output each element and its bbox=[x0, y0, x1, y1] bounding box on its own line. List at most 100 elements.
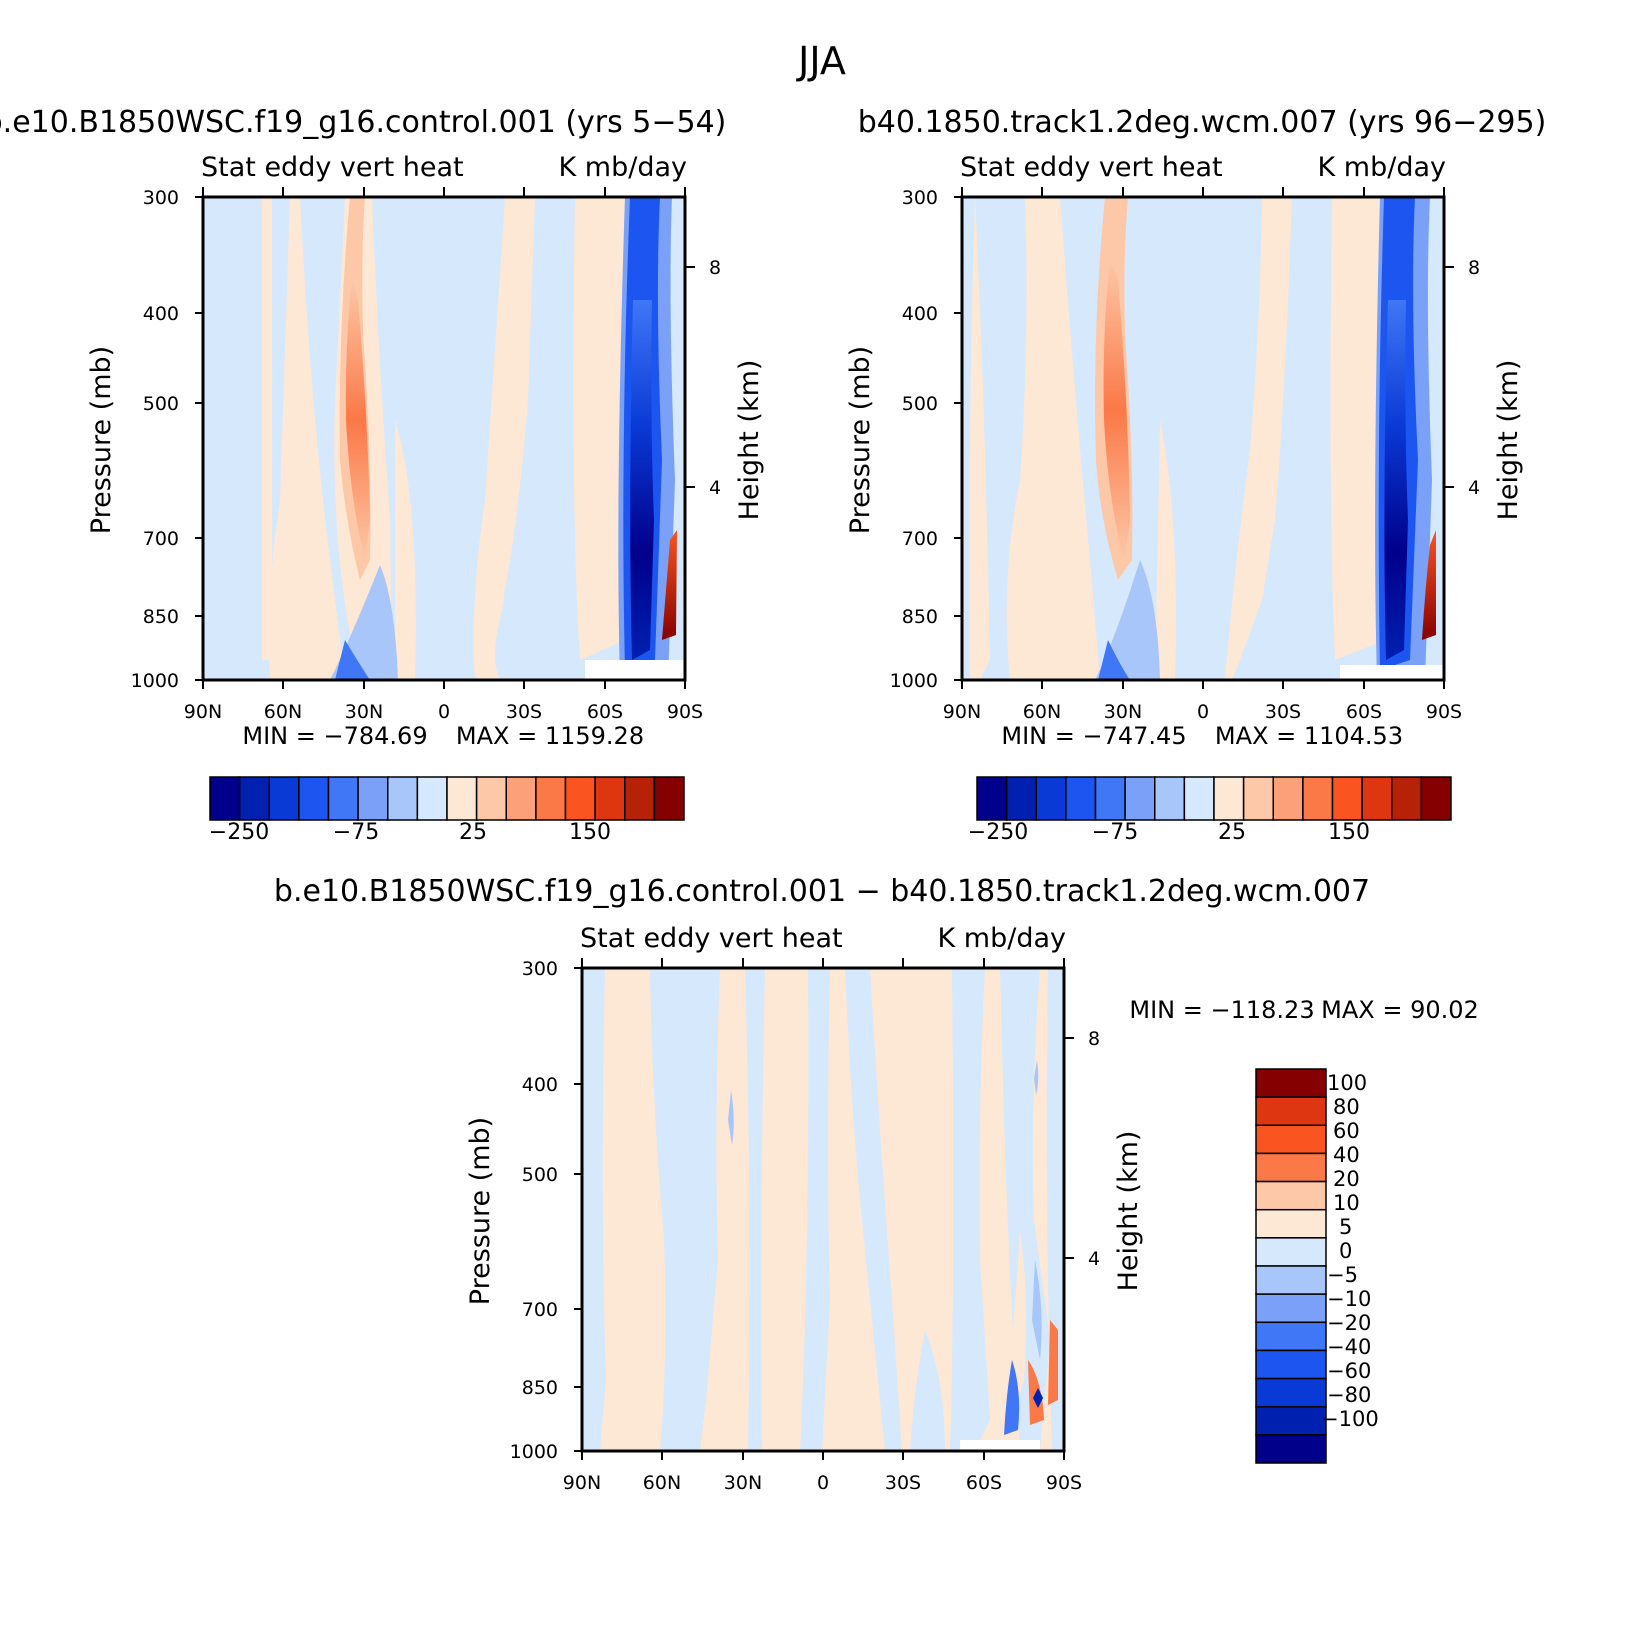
panel-3-colorbar-label-neg100: −100 bbox=[1321, 1407, 1379, 1431]
panel-2-max: MAX = 1104.53 bbox=[1215, 722, 1403, 750]
panel-1-colorbar bbox=[209, 776, 685, 821]
panel-2-colorbar-label-neg75: −75 bbox=[1092, 820, 1138, 845]
panel-1-colorbar-swatch-very-pale-blue bbox=[416, 776, 448, 821]
panel-2-colorbar-swatch-pale-orange bbox=[1242, 776, 1274, 821]
panel-2-colorbar-label-150: 150 bbox=[1328, 820, 1370, 845]
panel-3-xtick-60S: 60S bbox=[966, 1472, 1002, 1494]
panel-1-ytick-500: 500 bbox=[143, 393, 179, 415]
panel-3-colorbar-swatch-neg60-neg40 bbox=[1255, 1349, 1327, 1380]
panel-3-cool-band-f bbox=[910, 1330, 945, 1451]
panel-2-warm-band-c bbox=[1155, 420, 1176, 680]
panel-3-colorbar-label-100: 100 bbox=[1327, 1071, 1367, 1095]
panel-3-cool-band-c bbox=[745, 968, 765, 1451]
panel-1-colorbar-swatch-light-orange bbox=[505, 776, 537, 821]
panel-3-colorbar-swatch-10-20 bbox=[1255, 1152, 1327, 1183]
panel-3-colorbar-label-5: 5 bbox=[1339, 1215, 1352, 1239]
panel-1-xtick-60N: 60N bbox=[264, 701, 302, 723]
panel-3-ytick-400: 400 bbox=[522, 1074, 558, 1096]
panel-1-warm-band-f bbox=[573, 197, 628, 660]
panel-3-cool-diamond bbox=[1033, 1388, 1043, 1408]
panel-1-colorbar-label-neg250: −250 bbox=[209, 820, 269, 845]
panel-1-blue-wall-core bbox=[630, 300, 654, 660]
panel-3-colorbar-label-20: 20 bbox=[1333, 1167, 1360, 1191]
panel-1-red-spike bbox=[662, 530, 677, 640]
panel-3-colorbar-swatch-40-80 bbox=[1255, 1096, 1327, 1127]
panel-3-ytick-right-4: 4 bbox=[1088, 1248, 1100, 1270]
panel-2-colorbar-swatch-light-blue bbox=[1124, 776, 1156, 821]
panel-3-colorbar-label-0: 0 bbox=[1339, 1239, 1352, 1263]
panel-3: b.e10.B1850WSC.f19_g16.control.001 − b40… bbox=[274, 874, 1479, 1494]
panel-1-warm-band-a bbox=[262, 197, 272, 660]
panel-3-colorbar-swatch-neg5-0 bbox=[1255, 1237, 1327, 1267]
panel-3-colorbar-label-neg40: −40 bbox=[1327, 1335, 1371, 1359]
panel-1-colorbar-swatch-bright-orange bbox=[564, 776, 596, 821]
panel-2-colorbar-swatch-medium-blue bbox=[1065, 776, 1097, 821]
panel-3-ytick-700: 700 bbox=[522, 1299, 558, 1321]
panel-3-ytick-right-8: 8 bbox=[1088, 1028, 1100, 1050]
panel-3-colorbar bbox=[1255, 1068, 1327, 1464]
panel-2-missing-data bbox=[1340, 665, 1444, 680]
panel-3-cool-band-g bbox=[950, 968, 990, 1451]
panel-2-colorbar-swatch-red-orange bbox=[1361, 776, 1393, 821]
panel-2-xtick-60S: 60S bbox=[1346, 701, 1382, 723]
panel-1-colorbar-label-neg75: −75 bbox=[333, 820, 379, 845]
panel-3-ytick-500: 500 bbox=[522, 1164, 558, 1186]
panel-1-colorbar-swatch-pale-blue bbox=[387, 776, 419, 821]
panel-1-colorbar-swatch-red bbox=[624, 776, 656, 821]
panel-3-cool-streak-b bbox=[1034, 1060, 1039, 1095]
panel-2-title: b40.1850.track1.2deg.wcm.007 (yrs 96−295… bbox=[858, 105, 1547, 140]
panel-3-ytick-850: 850 bbox=[522, 1377, 558, 1399]
panel-2-colorbar-swatch-very-pale-orange bbox=[1213, 776, 1245, 821]
panel-2-colorbar-swatch-orange bbox=[1302, 776, 1334, 821]
panel-3-colorbar-label-neg20: −20 bbox=[1327, 1311, 1371, 1335]
panel-2-colorbar-swatch-red bbox=[1391, 776, 1423, 821]
panel-2-blue-wall-core bbox=[1384, 300, 1408, 660]
panel-3-colorbar-label-80: 80 bbox=[1333, 1095, 1360, 1119]
panel-2-right-subtitle: K mb/day bbox=[1318, 152, 1447, 183]
panel-3-ticks bbox=[574, 958, 1074, 1460]
panel-2-warm-core bbox=[1103, 260, 1130, 560]
panel-1-colorbar-swatch-dark-blue bbox=[238, 776, 270, 821]
panel-1-ytick-right-8: 8 bbox=[709, 257, 721, 279]
panel-1-warm-band-e bbox=[473, 197, 535, 680]
figure-title: JJA bbox=[796, 39, 846, 83]
panel-3-colorbar-label-neg60: −60 bbox=[1327, 1359, 1371, 1383]
panel-1-colorbar-swatch-blue bbox=[268, 776, 300, 821]
panel-2-colorbar-label-neg250: −250 bbox=[968, 820, 1028, 845]
panel-3-xtick-30S: 30S bbox=[885, 1472, 921, 1494]
panel-3-max: MAX = 90.02 bbox=[1321, 996, 1479, 1024]
panel-3-ytick-300: 300 bbox=[522, 958, 558, 980]
panel-2-colorbar-swatch-pale-blue bbox=[1154, 776, 1186, 821]
panel-1-colorbar-swatch-very-pale-orange bbox=[446, 776, 478, 821]
panel-3-field bbox=[582, 968, 1064, 1451]
panel-1-left-subtitle: Stat eddy vert heat bbox=[201, 152, 464, 183]
panel-3-cool-streak-c bbox=[1032, 1260, 1042, 1360]
panel-1-colorbar-swatch-darkest-blue bbox=[209, 776, 241, 821]
panel-1-colorbar-label-150: 150 bbox=[569, 820, 611, 845]
panel-2-ytick-right-8: 8 bbox=[1468, 257, 1480, 279]
panel-1-title: b.e10.B1850WSC.f19_g16.control.001 (yrs … bbox=[0, 105, 726, 140]
panel-1-xtick-60S: 60S bbox=[587, 701, 623, 723]
panel-1-ylabel-right: Height (km) bbox=[734, 360, 765, 521]
panel-3-colorbar-swatch-neg100-neg80 bbox=[1255, 1405, 1327, 1436]
panel-1-missing-data bbox=[585, 660, 685, 680]
panel-1-right-subtitle: K mb/day bbox=[559, 152, 688, 183]
panel-2-ytick-300: 300 bbox=[902, 187, 938, 209]
panel-1-ytick-300: 300 bbox=[143, 187, 179, 209]
panel-1-min: MIN = −784.69 bbox=[242, 722, 427, 750]
panel-3-colorbar-label-neg80: −80 bbox=[1327, 1383, 1371, 1407]
panel-1-ylabel: Pressure (mb) bbox=[86, 346, 117, 534]
panel-2-ytick-400: 400 bbox=[902, 303, 938, 325]
panel-2: b40.1850.track1.2deg.wcm.007 (yrs 96−295… bbox=[845, 105, 1546, 845]
panel-2-warm-band-a bbox=[969, 197, 990, 680]
panel-3-colorbar-swatch-5-10 bbox=[1255, 1180, 1327, 1211]
panel-2-colorbar-swatch-very-pale-blue bbox=[1183, 776, 1215, 821]
panel-3-ytick-1000: 1000 bbox=[510, 1441, 558, 1463]
panel-3-cool-band-e bbox=[845, 968, 902, 1451]
panel-1-ytick-700: 700 bbox=[143, 528, 179, 550]
panel-3-colorbar-label-10: 10 bbox=[1333, 1191, 1360, 1215]
panel-2-xtick-60N: 60N bbox=[1023, 701, 1061, 723]
panel-3-xtick-60N: 60N bbox=[643, 1472, 681, 1494]
panel-3-colorbar-label-60: 60 bbox=[1333, 1119, 1360, 1143]
